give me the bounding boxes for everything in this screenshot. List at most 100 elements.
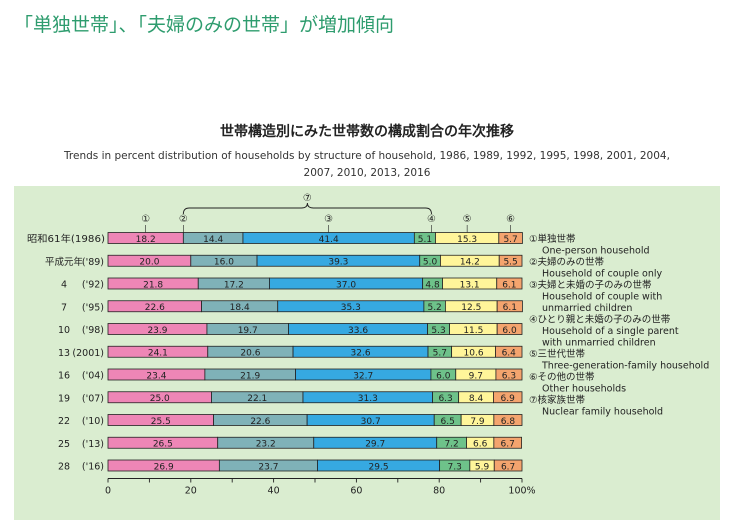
data-label: 6.0 xyxy=(436,371,451,381)
data-label: 17.2 xyxy=(224,280,244,290)
legend-label-jp: ⑦核家族世帯 xyxy=(529,394,586,406)
data-label: 25.0 xyxy=(150,394,170,404)
data-label: 10.6 xyxy=(464,349,484,359)
data-label: 19.7 xyxy=(238,326,258,336)
data-label: 6.6 xyxy=(473,440,488,450)
data-label: 8.4 xyxy=(469,394,484,404)
data-label: 6.7 xyxy=(501,440,515,450)
data-label: 21.9 xyxy=(240,371,260,381)
data-label: 16.0 xyxy=(214,258,234,268)
data-label: 5.5 xyxy=(503,258,517,268)
data-label: 7.2 xyxy=(444,440,458,450)
x-tick-label: 20 xyxy=(185,486,197,497)
data-label: 29.5 xyxy=(369,462,389,472)
data-label: 6.1 xyxy=(503,303,517,313)
data-label: 25.5 xyxy=(151,417,171,427)
legend-label-jp: ⑤三世代世帯 xyxy=(529,348,586,360)
page-title: 「単独世帯」、「夫婦のみの世帯」が増加傾向 xyxy=(14,14,395,36)
data-label: 32.7 xyxy=(353,371,373,381)
category-label: 25 xyxy=(58,439,70,450)
data-label: 26.9 xyxy=(154,462,174,472)
nuclear-family-bracket xyxy=(182,202,432,215)
bar-segment xyxy=(495,345,523,358)
data-label: 14.2 xyxy=(460,258,480,268)
data-label: 5.1 xyxy=(418,235,432,245)
segment-marker: ④ xyxy=(427,214,436,225)
bar-segment xyxy=(493,414,523,426)
data-label: 6.3 xyxy=(438,394,452,404)
data-label: 6.9 xyxy=(501,394,516,404)
x-tick-label: 100% xyxy=(508,486,535,497)
legend-label-en: Household of couple with xyxy=(542,292,662,303)
category-label-year: ('07) xyxy=(82,393,104,404)
data-label: 6.1 xyxy=(502,280,516,290)
data-label: 14.4 xyxy=(203,235,223,245)
data-label: 9.7 xyxy=(469,371,483,381)
data-label: 6.0 xyxy=(502,326,517,336)
data-label: 22.1 xyxy=(247,394,267,404)
x-tick-label: 40 xyxy=(268,486,280,497)
data-label: 6.4 xyxy=(502,349,517,359)
data-label: 21.8 xyxy=(143,280,163,290)
data-label: 18.2 xyxy=(136,235,156,245)
category-label: 平成元年 xyxy=(45,256,84,268)
data-label: 33.6 xyxy=(348,326,368,336)
segment-marker: ③ xyxy=(324,214,333,225)
legend-label-en: unmarried children xyxy=(542,303,632,314)
data-label: 20.0 xyxy=(139,258,159,268)
data-label: 23.4 xyxy=(146,371,166,381)
legend-label-en: Other households xyxy=(542,384,626,395)
data-label: 11.5 xyxy=(463,326,483,336)
data-label: 7.9 xyxy=(470,417,485,427)
data-label: 5.0 xyxy=(423,258,438,268)
data-label: 41.4 xyxy=(319,235,339,245)
category-label-year: ('98) xyxy=(82,325,104,336)
category-label-year: ('10) xyxy=(82,416,104,427)
category-label-year: (2001) xyxy=(72,348,104,359)
legend-label-jp: ⑥その他の世帯 xyxy=(529,371,595,383)
category-label: 19 xyxy=(58,393,70,404)
data-label: 6.5 xyxy=(441,417,455,427)
legend-label-en: Household of a single parent xyxy=(542,326,679,337)
data-label: 7.3 xyxy=(448,462,462,472)
bracket-marker: ⑦ xyxy=(303,193,312,204)
data-label: 18.4 xyxy=(230,303,250,313)
data-label: 5.3 xyxy=(431,326,445,336)
data-label: 22.6 xyxy=(250,417,270,427)
data-label: 4.8 xyxy=(425,280,440,290)
legend-label-en: One-person household xyxy=(542,246,650,257)
data-label: 15.3 xyxy=(457,235,477,245)
legend-label-jp: ③夫婦と未婚の子のみの世帯 xyxy=(529,279,652,291)
data-label: 32.6 xyxy=(351,349,371,359)
data-label: 5.7 xyxy=(433,349,447,359)
data-label: 13.1 xyxy=(460,280,480,290)
bar-segment xyxy=(496,323,523,335)
data-label: 22.6 xyxy=(145,303,165,313)
category-label: 13 xyxy=(58,348,70,359)
bar-segment xyxy=(493,459,523,472)
data-label: 29.7 xyxy=(365,440,385,450)
data-label: 23.2 xyxy=(256,440,276,450)
segment-marker: ① xyxy=(141,214,150,225)
legend-label-jp: ①単独世帯 xyxy=(529,233,576,245)
data-label: 30.7 xyxy=(361,417,381,427)
chart-subtitle-line1: Trends in percent distribution of househ… xyxy=(64,150,670,162)
legend-label-en: with unmarried children xyxy=(542,338,656,349)
category-label: 4 xyxy=(61,280,67,291)
data-label: 37.0 xyxy=(336,280,356,290)
data-label: 35.3 xyxy=(341,303,361,313)
bar-segment xyxy=(498,254,523,267)
legend-label-en: Household of couple only xyxy=(542,269,663,280)
x-tick-label: 80 xyxy=(433,486,445,497)
category-label: 昭和61年(1986) xyxy=(27,233,105,245)
bar-segment xyxy=(496,300,523,313)
data-label: 26.5 xyxy=(153,440,173,450)
chart-subtitle-line2: 2007, 2010, 2013, 2016 xyxy=(303,167,431,179)
chart-title: 世帯構造別にみた世帯数の構成割合の年次推移 xyxy=(220,124,514,140)
category-label-year: ('92) xyxy=(82,280,104,291)
data-label: 39.3 xyxy=(328,258,348,268)
data-label: 5.9 xyxy=(475,462,490,472)
bar-segment xyxy=(495,368,523,381)
segment-marker: ⑥ xyxy=(506,214,515,225)
